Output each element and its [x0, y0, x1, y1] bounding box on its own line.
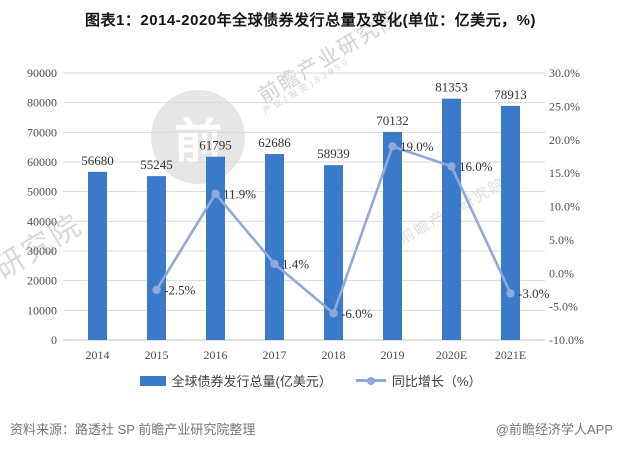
growth-value-label: 16.0% [459, 159, 493, 174]
bar-2019 [383, 131, 402, 340]
growth-point-2016 [211, 189, 220, 199]
y-axis-tick-left: 10000 [27, 303, 57, 317]
bar-2015 [147, 176, 166, 340]
x-axis-tick: 2015 [145, 348, 169, 362]
bar-2021E [501, 105, 520, 340]
bar-value-label: 62686 [258, 135, 291, 150]
y-axis-tick-left: 70000 [27, 125, 57, 139]
growth-value-label: -2.5% [164, 282, 196, 297]
brand-credit-text: @前瞻经济学人APP [495, 422, 613, 437]
bar-value-label: 56680 [81, 153, 114, 168]
y-axis-tick-left: 30000 [27, 244, 57, 258]
line-swatch-marker [366, 376, 375, 385]
bar-series-swatch-icon [139, 375, 166, 386]
bar-value-label: 58939 [317, 146, 350, 161]
legend-label-line-series: 同比增长（%） [391, 374, 482, 389]
bar-2020E [442, 98, 461, 340]
chart-title: 图表1：2014-2020年全球债券发行总量及变化(单位：亿美元，%) [85, 12, 536, 29]
bar-value-label: 78913 [494, 87, 527, 102]
y-axis-tick-left: 90000 [27, 66, 57, 80]
growth-value-label: 19.0% [400, 139, 434, 154]
y-axis-tick-left: 40000 [27, 214, 57, 228]
growth-point-2019 [388, 142, 397, 151]
x-axis-tick: 2016 [204, 348, 228, 362]
x-axis-tick: 2020E [436, 348, 467, 362]
y-axis-tick-left: 20000 [27, 274, 57, 288]
y-axis-tick-right: -5.0% [549, 300, 578, 314]
x-axis-tick: 2014 [86, 348, 110, 362]
x-axis-tick: 2019 [381, 348, 405, 362]
y-axis-tick-left: 50000 [27, 185, 57, 199]
bar-value-label: 55245 [140, 157, 173, 172]
y-axis-tick-left: 80000 [27, 96, 57, 110]
y-axis-tick-right: 15.0% [549, 166, 580, 180]
growth-point-2020E [447, 162, 456, 171]
growth-point-2015 [152, 285, 161, 295]
y-axis-tick-right: 5.0% [549, 233, 574, 247]
bar-value-label: 61795 [199, 138, 232, 153]
y-axis-tick-right: 30.0% [549, 66, 580, 80]
bar-value-label: 70132 [376, 113, 409, 128]
x-axis-tick: 2017 [263, 348, 287, 362]
y-axis-tick-right: -10.0% [549, 333, 584, 347]
growth-point-2017 [270, 259, 279, 269]
x-axis-tick: 2021E [495, 348, 526, 362]
growth-value-label: 1.4% [282, 256, 309, 271]
y-axis-tick-left: 0 [51, 333, 57, 347]
growth-point-2018 [329, 309, 338, 318]
growth-point-2021E [506, 289, 515, 298]
legend-label-bar-series: 全球债券发行总量(亿美元） [171, 374, 332, 389]
legend-item-line-series: 同比增长（%） [355, 371, 482, 390]
legend: 全球债券发行总量(亿美元） 同比增长（%） [0, 371, 621, 390]
y-axis-tick-right: 10.0% [549, 200, 580, 214]
bar-2017 [265, 154, 284, 340]
y-axis-tick-left: 60000 [27, 155, 57, 169]
bar-2014 [88, 171, 107, 340]
chart-svg: 0 10000 20000 30000 40000 50000 60000 70000 8000… [27, 66, 584, 362]
bar-value-label: 81353 [435, 80, 468, 95]
x-axis-tick: 2018 [322, 348, 346, 362]
y-axis-tick-right: 20.0% [549, 133, 580, 147]
growth-value-label: -3.0% [518, 286, 550, 301]
line-series-swatch-icon [355, 376, 386, 386]
y-axis-tick-right: 0.0% [549, 266, 574, 280]
growth-value-label: 11.9% [223, 186, 256, 201]
y-axis-tick-right: 25.0% [549, 99, 580, 113]
legend-item-bar-series: 全球债券发行总量(亿美元） [139, 371, 332, 390]
bar-2016 [206, 156, 225, 340]
chart-plot-area: 0 10000 20000 30000 40000 50000 60000 70000 8000… [0, 58, 621, 375]
growth-value-label: -6.0% [341, 306, 373, 321]
data-source-text: 资料来源：路透社 SP 前瞻产业研究院整理 [10, 422, 256, 437]
